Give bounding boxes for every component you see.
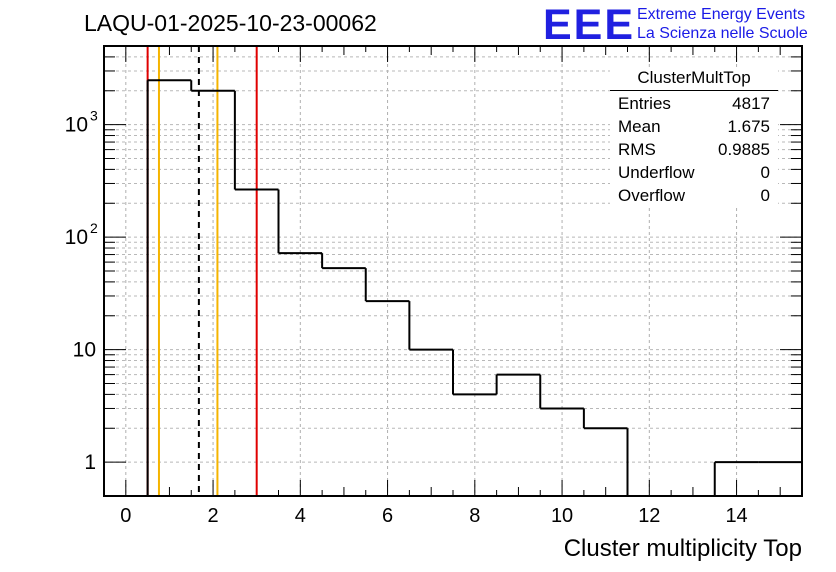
- stats-label: Overflow: [618, 186, 686, 205]
- stats-title: ClusterMultTop: [610, 68, 778, 91]
- x-axis-label: Cluster multiplicity Top: [563, 535, 802, 562]
- stats-label: Entries: [618, 94, 671, 113]
- stats-value: 4817: [732, 94, 770, 113]
- y-tick-label: 10: [65, 114, 88, 137]
- stats-value: 0.9885: [718, 140, 770, 159]
- logo-line-1: Extreme Energy Events: [637, 6, 806, 23]
- x-tick-label: 8: [469, 505, 480, 527]
- x-tick-label: 14: [725, 505, 747, 527]
- x-tick-label: 4: [295, 505, 306, 527]
- stats-row-mean: Mean 1.675: [610, 115, 778, 138]
- stats-row-overflow: Overflow 0: [610, 184, 778, 207]
- stats-row-rms: RMS 0.9885: [610, 138, 778, 161]
- stats-value: 0: [760, 163, 770, 182]
- x-tick-label: 10: [551, 505, 573, 527]
- stats-row-entries: Entries 4817: [610, 92, 778, 115]
- stats-label: RMS: [618, 140, 656, 159]
- x-tick-label: 12: [638, 505, 660, 527]
- y-tick-label: 10: [65, 226, 88, 249]
- stats-box: ClusterMultTop Entries 4817 Mean 1.675 R…: [610, 68, 778, 207]
- y-tick-label: 10: [73, 339, 96, 362]
- run-title: LAQU-01-2025-10-23-00062: [84, 10, 377, 36]
- y-tick-exponent: 3: [90, 108, 98, 124]
- plot-frame: [103, 45, 803, 497]
- eee-logo: EEE: [543, 1, 636, 49]
- stats-row-underflow: Underflow 0: [610, 161, 778, 184]
- stats-value: 0: [760, 186, 770, 205]
- stats-label: Underflow: [618, 163, 695, 182]
- x-tick-label: 0: [120, 505, 131, 527]
- logo-line-2: La Scienza nelle Scuole: [637, 25, 808, 42]
- x-tick-label: 2: [208, 505, 219, 527]
- stats-label: Mean: [618, 117, 661, 136]
- stats-value: 1.675: [727, 117, 770, 136]
- y-tick-label: 1: [84, 451, 96, 474]
- x-tick-label: 6: [382, 505, 393, 527]
- y-tick-exponent: 2: [90, 220, 98, 236]
